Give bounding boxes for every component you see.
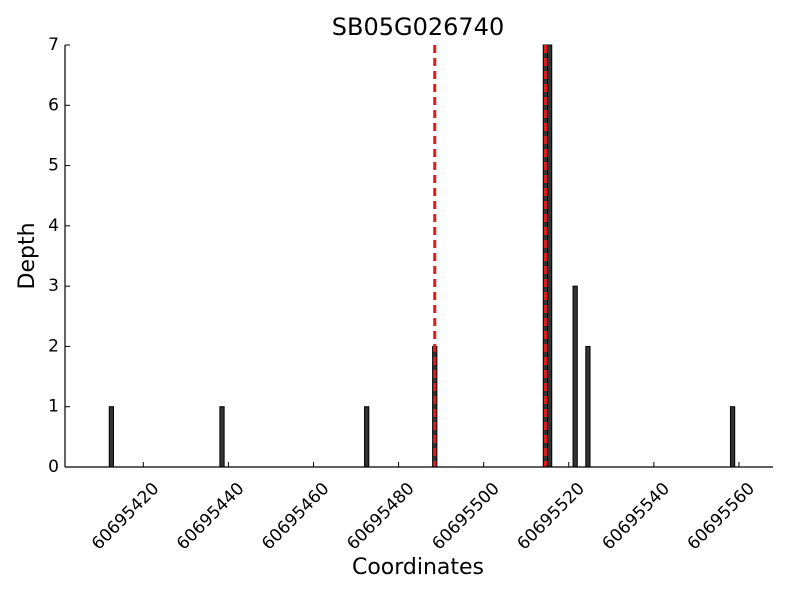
y-tick-label: 3 (48, 276, 59, 296)
x-tick-label: 60695500 (428, 479, 503, 554)
x-tick-label: 60695460 (258, 479, 333, 554)
x-tick-label: 60695420 (88, 479, 163, 554)
chart-title: SB05G026740 (332, 13, 504, 41)
y-tick-label: 6 (48, 95, 59, 115)
y-tick-label: 5 (48, 156, 59, 176)
bar (364, 406, 370, 468)
y-tick-label: 7 (48, 35, 59, 55)
bar (219, 406, 225, 468)
bar (546, 44, 553, 468)
y-tick-label: 4 (48, 216, 59, 236)
y-axis-label: Depth (15, 222, 40, 289)
bar (108, 406, 115, 468)
x-tick-label: 60695480 (343, 479, 418, 554)
x-tick-label: 60695560 (684, 479, 759, 554)
y-tick-label: 1 (48, 397, 59, 417)
bar (585, 345, 591, 468)
bar (572, 285, 578, 468)
x-axis-label: Coordinates (352, 555, 484, 580)
y-tick-label: 0 (48, 457, 59, 477)
x-tick-label: 60695540 (599, 479, 674, 554)
x-tick-label: 60695520 (513, 479, 588, 554)
y-tick-label: 2 (48, 336, 59, 356)
bar (729, 406, 736, 468)
x-tick-label: 60695440 (173, 479, 248, 554)
